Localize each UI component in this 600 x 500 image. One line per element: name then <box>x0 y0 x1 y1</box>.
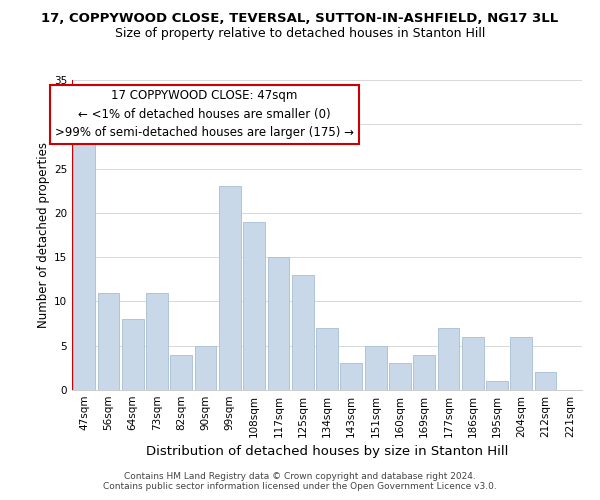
Text: Size of property relative to detached houses in Stanton Hill: Size of property relative to detached ho… <box>115 28 485 40</box>
Bar <box>486 381 508 390</box>
Bar <box>170 354 192 390</box>
Bar <box>292 275 314 390</box>
Bar <box>146 292 168 390</box>
Bar <box>316 328 338 390</box>
Bar <box>194 346 217 390</box>
Text: 17, COPPYWOOD CLOSE, TEVERSAL, SUTTON-IN-ASHFIELD, NG17 3LL: 17, COPPYWOOD CLOSE, TEVERSAL, SUTTON-IN… <box>41 12 559 26</box>
Bar <box>389 364 411 390</box>
Text: 17 COPPYWOOD CLOSE: 47sqm
← <1% of detached houses are smaller (0)
>99% of semi-: 17 COPPYWOOD CLOSE: 47sqm ← <1% of detac… <box>55 90 354 140</box>
X-axis label: Distribution of detached houses by size in Stanton Hill: Distribution of detached houses by size … <box>146 446 508 458</box>
Bar <box>462 337 484 390</box>
Bar <box>219 186 241 390</box>
Bar <box>340 364 362 390</box>
Bar <box>535 372 556 390</box>
Bar <box>413 354 435 390</box>
Bar <box>268 257 289 390</box>
Text: Contains public sector information licensed under the Open Government Licence v3: Contains public sector information licen… <box>103 482 497 491</box>
Text: Contains HM Land Registry data © Crown copyright and database right 2024.: Contains HM Land Registry data © Crown c… <box>124 472 476 481</box>
Bar <box>73 142 95 390</box>
Bar <box>437 328 460 390</box>
Bar <box>122 319 143 390</box>
Y-axis label: Number of detached properties: Number of detached properties <box>37 142 50 328</box>
Bar <box>511 337 532 390</box>
Bar <box>365 346 386 390</box>
Bar <box>97 292 119 390</box>
Bar <box>243 222 265 390</box>
